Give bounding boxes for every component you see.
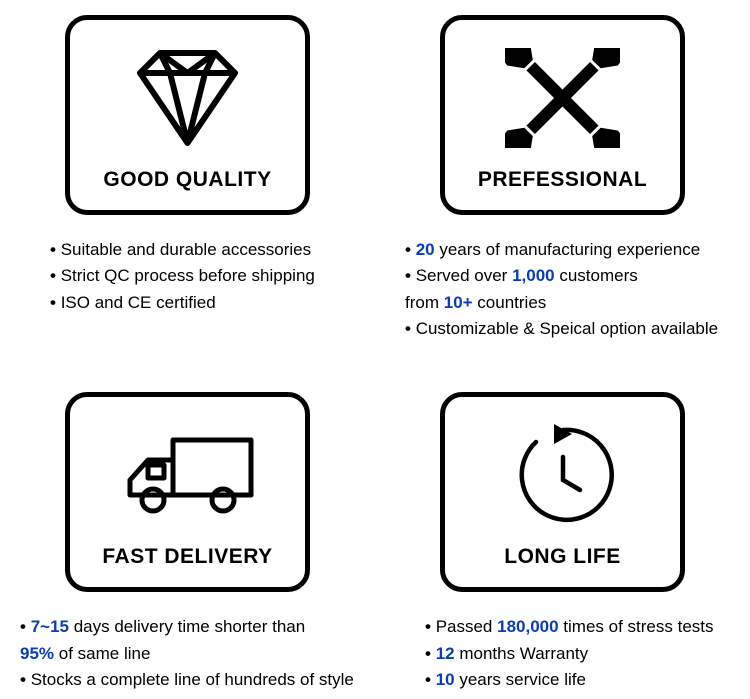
- card-title: GOOD QUALITY: [103, 168, 271, 192]
- bullets-delivery: 7~15 days delivery time shorter than95% …: [10, 614, 354, 693]
- bullet-item: 12 months Warranty: [425, 641, 714, 667]
- highlight-text: 12: [436, 644, 455, 663]
- bullets-life: Passed 180,000 times of stress tests12 m…: [385, 614, 714, 693]
- highlight-text: 10+: [444, 293, 473, 312]
- bullets-professional: 20 years of manufacturing experienceServ…: [385, 237, 718, 342]
- bullet-item: Customizable & Speical option available: [405, 316, 718, 342]
- bullet-item: Stocks a complete line of hundreds of st…: [20, 667, 354, 693]
- cell-professional: PREFESSIONAL 20 years of manufacturing e…: [385, 15, 740, 342]
- card-title: LONG LIFE: [504, 545, 621, 569]
- wrenches-icon: [455, 35, 670, 160]
- card-title: PREFESSIONAL: [478, 168, 647, 192]
- highlight-text: 95%: [20, 644, 54, 663]
- card-life: LONG LIFE: [440, 392, 685, 592]
- bullet-item: Served over 1,000 customers: [405, 263, 718, 289]
- highlight-text: 7~15: [31, 617, 69, 636]
- highlight-text: 10: [436, 670, 455, 689]
- clock-arrow-icon: [455, 412, 670, 537]
- diamond-icon: [80, 35, 295, 160]
- cell-life: LONG LIFE Passed 180,000 times of stress…: [385, 392, 740, 693]
- highlight-text: 1,000: [512, 266, 555, 285]
- bullet-item: ISO and CE certified: [50, 290, 315, 316]
- card-professional: PREFESSIONAL: [440, 15, 685, 215]
- bullets-quality: Suitable and durable accessoriesStrict Q…: [10, 237, 315, 316]
- feature-grid: GOOD QUALITY Suitable and durable access…: [10, 15, 740, 693]
- bullet-item: 10 years service life: [425, 667, 714, 693]
- truck-icon: [80, 412, 295, 537]
- bullet-item: 7~15 days delivery time shorter than: [20, 614, 354, 640]
- bullet-item: Strict QC process before shipping: [50, 263, 315, 289]
- bullet-item: 95% of same line: [20, 641, 354, 667]
- cell-quality: GOOD QUALITY Suitable and durable access…: [10, 15, 365, 342]
- bullet-item: from 10+ countries: [405, 290, 718, 316]
- highlight-text: 20: [416, 240, 435, 259]
- cell-delivery: FAST DELIVERY 7~15 days delivery time sh…: [10, 392, 365, 693]
- bullet-item: Suitable and durable accessories: [50, 237, 315, 263]
- bullet-item: Passed 180,000 times of stress tests: [425, 614, 714, 640]
- highlight-text: 180,000: [497, 617, 558, 636]
- card-delivery: FAST DELIVERY: [65, 392, 310, 592]
- card-quality: GOOD QUALITY: [65, 15, 310, 215]
- card-title: FAST DELIVERY: [102, 545, 272, 569]
- bullet-item: 20 years of manufacturing experience: [405, 237, 718, 263]
